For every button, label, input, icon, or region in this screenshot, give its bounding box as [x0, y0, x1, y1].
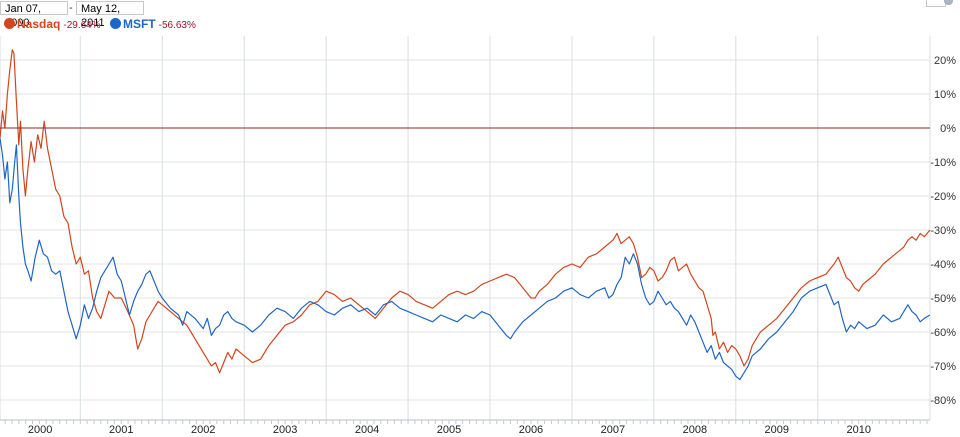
legend-change-nasdaq: -29.64% [63, 20, 101, 31]
date-range-separator: - [69, 2, 73, 14]
series-line-nasdaq [0, 49, 931, 374]
x-tick-label: 2002 [191, 424, 215, 436]
x-tick-label: 2008 [683, 424, 707, 436]
y-tick-label: -10% [930, 157, 956, 169]
series-line-msft [0, 138, 931, 381]
chart-legend: Nasdaq -29.64% MSFT -56.63% [4, 17, 202, 31]
x-tick-label: 2001 [109, 424, 133, 436]
x-tick-label: 2007 [601, 424, 625, 436]
x-tick-label: 2005 [437, 424, 461, 436]
y-tick-label: 10% [934, 89, 956, 101]
y-tick-label: -80% [930, 395, 956, 407]
x-tick-label: 2003 [273, 424, 297, 436]
y-tick-label: -20% [930, 191, 956, 203]
date-range-bar: Jan 07, 2000 - May 12, 2011 Nasdaq -29.64… [0, 0, 960, 34]
legend-name-msft: MSFT [122, 17, 156, 31]
legend-dot-nasdaq [4, 18, 15, 29]
legend-name-nasdaq: Nasdaq [17, 17, 61, 31]
x-tick-label: 2009 [765, 424, 789, 436]
x-tick-label: 2006 [519, 424, 543, 436]
y-tick-label: -70% [930, 361, 956, 373]
x-tick-label: 2000 [28, 424, 52, 436]
y-tick-label: -40% [930, 259, 956, 271]
y-tick-label: -30% [930, 225, 956, 237]
legend-change-msft: -56.63% [158, 20, 196, 31]
x-tick-label: 2004 [355, 424, 379, 436]
corner-handle-icon [944, 0, 953, 5]
y-tick-label: 20% [934, 55, 956, 67]
legend-item-msft[interactable]: MSFT -56.63% [109, 17, 196, 33]
y-tick-label: -50% [930, 293, 956, 305]
y-tick-label: -60% [930, 327, 956, 339]
legend-dot-msft [109, 18, 121, 29]
end-date-field[interactable]: May 12, 2011 [76, 1, 144, 29]
y-tick-label: 0% [940, 123, 956, 135]
x-tick-label: 2010 [846, 424, 870, 436]
legend-item-nasdaq[interactable]: Nasdaq -29.64% [4, 17, 101, 33]
